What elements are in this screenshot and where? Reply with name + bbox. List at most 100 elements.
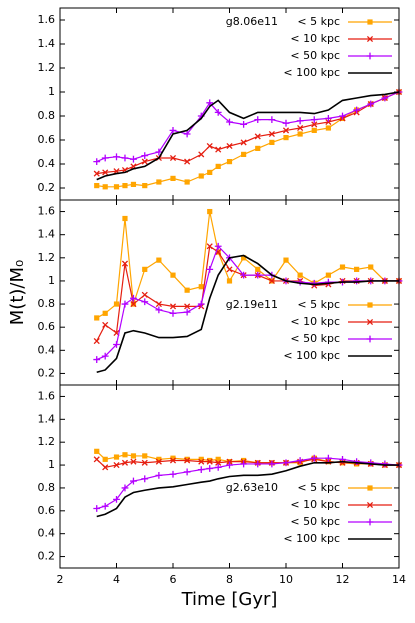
y-tick-label: 0.6 <box>38 133 56 146</box>
marker <box>254 271 262 279</box>
marker <box>130 155 137 163</box>
y-axis-label: M(t)/M₀ <box>7 260 28 325</box>
marker <box>268 460 276 468</box>
y-tick-label: 1 <box>48 458 55 471</box>
marker <box>121 459 129 466</box>
y-tick-label: 1.2 <box>38 61 56 74</box>
marker <box>206 243 213 250</box>
marker <box>206 465 214 472</box>
marker <box>93 158 101 165</box>
marker <box>122 452 128 458</box>
legend-marker <box>366 318 374 326</box>
marker <box>353 277 361 285</box>
marker <box>296 457 304 464</box>
marker <box>155 301 162 308</box>
marker <box>215 459 222 466</box>
marker <box>113 184 120 190</box>
marker <box>113 341 120 348</box>
x-axis-label: Time [Gyr] <box>181 589 278 610</box>
marker <box>141 158 148 165</box>
marker <box>169 303 177 310</box>
legend-label: < 5 kpc <box>297 298 340 311</box>
marker <box>93 170 100 177</box>
y-tick-label: 0.8 <box>38 109 56 122</box>
marker <box>339 264 346 270</box>
x-tick-label: 12 <box>336 573 350 586</box>
marker <box>226 142 233 150</box>
marker <box>141 298 149 306</box>
marker <box>254 460 262 468</box>
y-tick-label: 0.6 <box>38 320 56 333</box>
marker <box>214 463 222 471</box>
marker <box>121 484 129 492</box>
y-tick-label: 0.8 <box>38 481 56 494</box>
marker <box>325 272 331 278</box>
marker <box>206 265 214 273</box>
marker <box>141 475 149 483</box>
marker <box>130 301 137 308</box>
marker <box>169 470 177 478</box>
marker <box>310 279 318 287</box>
y-tick-label: 0.2 <box>38 366 56 379</box>
marker <box>102 184 108 190</box>
marker <box>169 127 177 134</box>
marker <box>155 458 162 465</box>
y-tick-label: 1 <box>48 274 55 287</box>
marker <box>283 135 289 141</box>
marker <box>226 278 233 284</box>
legend-marker <box>367 19 373 25</box>
marker <box>268 130 275 138</box>
marker <box>130 477 137 485</box>
marker <box>311 127 317 133</box>
marker <box>240 121 248 128</box>
marker <box>311 121 318 128</box>
marker <box>367 100 375 108</box>
marker <box>381 94 389 102</box>
marker <box>310 454 318 462</box>
marker <box>170 455 176 461</box>
marker <box>141 459 148 466</box>
marker <box>214 109 222 116</box>
marker <box>113 454 120 460</box>
y-tick-label: 0.2 <box>38 550 56 563</box>
marker <box>268 277 275 284</box>
marker <box>93 456 100 463</box>
marker <box>206 142 213 150</box>
marker <box>254 116 262 123</box>
y-tick-label: 0.6 <box>38 504 56 517</box>
legend-marker <box>366 335 374 343</box>
legend-marker <box>367 485 373 491</box>
y-tick-label: 0.8 <box>38 297 56 310</box>
marker <box>93 505 101 512</box>
marker <box>184 456 190 462</box>
legend-label: < 50 kpc <box>290 49 340 62</box>
legend-title: g2.19e11 <box>226 298 278 311</box>
series-line <box>96 91 400 181</box>
marker <box>297 124 304 132</box>
y-tick-label: 1 <box>48 85 55 98</box>
marker <box>102 310 108 316</box>
marker <box>130 453 137 459</box>
y-tick-label: 1.4 <box>38 412 56 425</box>
marker <box>121 300 129 308</box>
y-tick-label: 0.4 <box>38 527 56 540</box>
marker <box>207 169 213 175</box>
marker <box>113 301 120 307</box>
marker <box>269 139 275 145</box>
marker <box>183 468 191 476</box>
marker <box>183 130 191 138</box>
marker <box>226 159 233 165</box>
marker <box>170 175 176 181</box>
legend-label: < 50 kpc <box>290 332 340 345</box>
marker <box>198 173 204 179</box>
marker <box>197 300 205 308</box>
marker <box>122 215 128 222</box>
legend-marker <box>366 52 374 60</box>
marker <box>102 321 109 328</box>
marker <box>226 458 233 465</box>
marker <box>226 118 233 126</box>
marker <box>169 154 177 162</box>
marker <box>368 264 374 270</box>
marker <box>241 151 247 157</box>
